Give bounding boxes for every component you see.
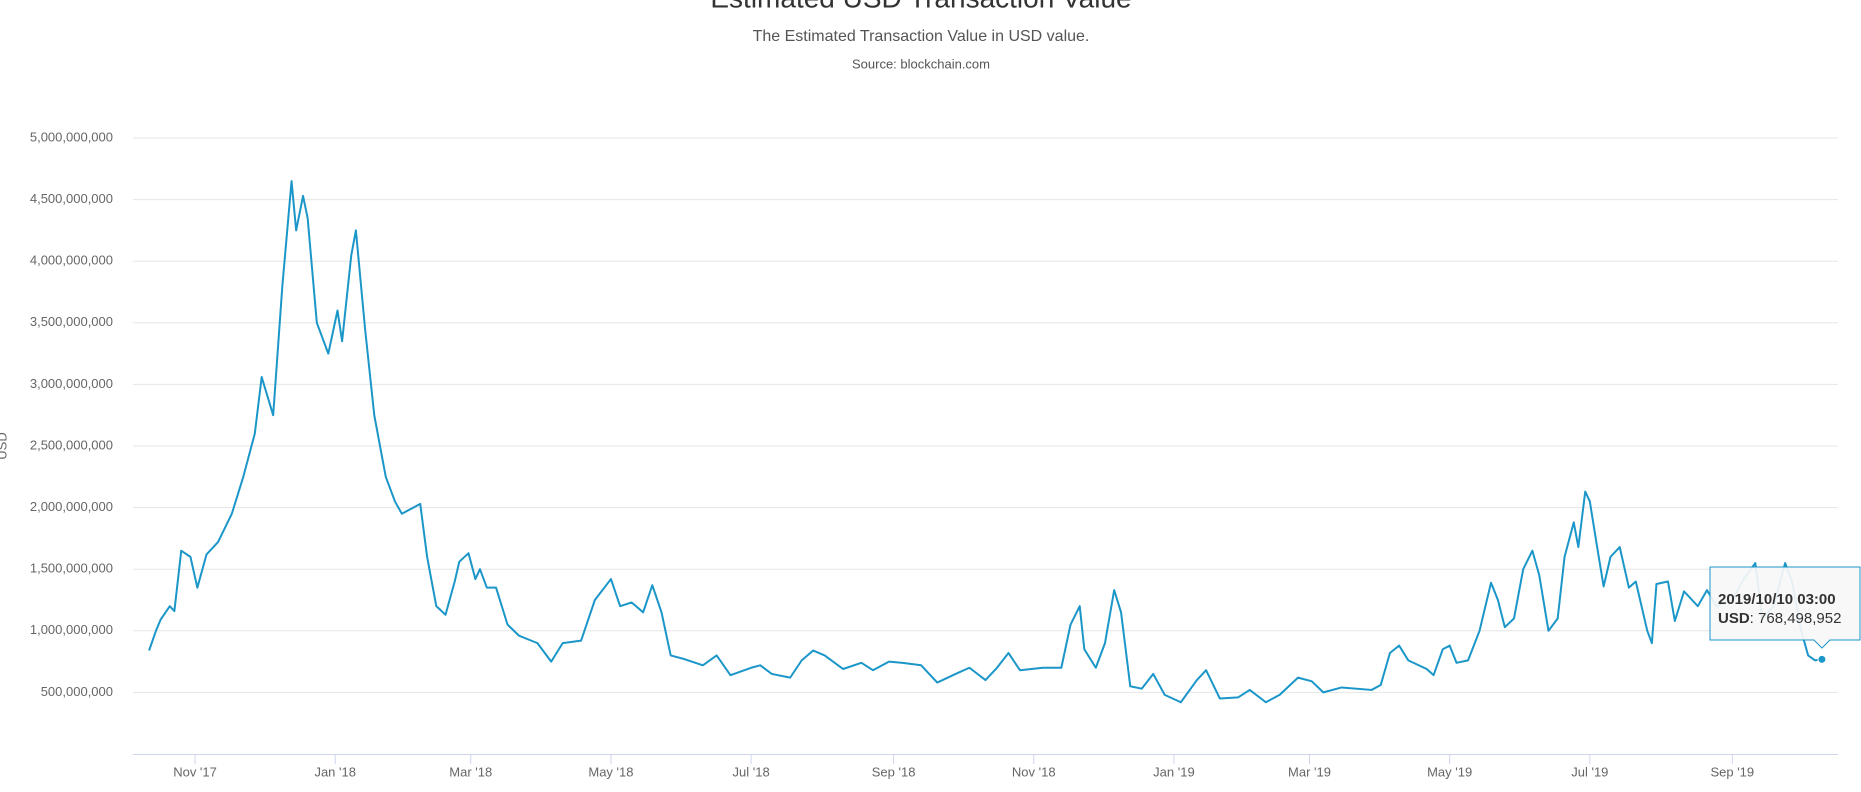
- data-line: [148, 180, 1823, 704]
- x-tick-label: Jan '19: [1153, 764, 1195, 779]
- x-tick-label: May '18: [588, 764, 633, 779]
- chart-source: Source: blockchain.com: [852, 56, 990, 71]
- y-tick-label: 4,500,000,000: [30, 191, 113, 206]
- tooltip-separator: :: [1750, 610, 1758, 627]
- x-tick-label: Jan '18: [314, 764, 356, 779]
- x-tick-label: Jul '18: [733, 764, 770, 779]
- x-tick-label: Mar '18: [449, 764, 492, 779]
- y-tick-label: 2,000,000,000: [30, 499, 113, 514]
- y-tick-label: 3,500,000,000: [30, 314, 113, 329]
- tooltip-series-label: USD: [1718, 610, 1750, 627]
- y-axis-title: USD: [0, 432, 9, 459]
- x-tick-label: Sep '19: [1710, 764, 1754, 779]
- y-tick-label: 5,000,000,000: [30, 129, 113, 144]
- chart-title: Estimated USD Transaction Value: [710, 0, 1131, 13]
- x-tick-label: Mar '19: [1288, 764, 1331, 779]
- y-tick-label: 500,000,000: [41, 684, 113, 699]
- x-tick-label: Sep '18: [872, 764, 916, 779]
- tooltip-box: [1709, 566, 1861, 649]
- chart-subtitle: The Estimated Transaction Value in USD v…: [753, 28, 1090, 45]
- y-tick-label: 2,500,000,000: [30, 437, 113, 452]
- tooltip-value: 768,498,952: [1758, 610, 1841, 627]
- tooltip-date: 2019/10/10 03:00: [1718, 591, 1836, 608]
- tooltip-value-row: USD: 768,498,952: [1718, 610, 1841, 627]
- x-tick-label: Jul '19: [1571, 764, 1608, 779]
- x-tick-label: Nov '18: [1012, 764, 1056, 779]
- x-tick-label: Nov '17: [173, 764, 217, 779]
- y-tick-label: 1,500,000,000: [30, 561, 113, 576]
- x-tick-label: May '19: [1427, 764, 1472, 779]
- y-tick-label: 4,000,000,000: [30, 253, 113, 268]
- y-tick-label: 1,000,000,000: [30, 622, 113, 637]
- y-tick-label: 3,000,000,000: [30, 376, 113, 391]
- hover-point: [1817, 654, 1827, 664]
